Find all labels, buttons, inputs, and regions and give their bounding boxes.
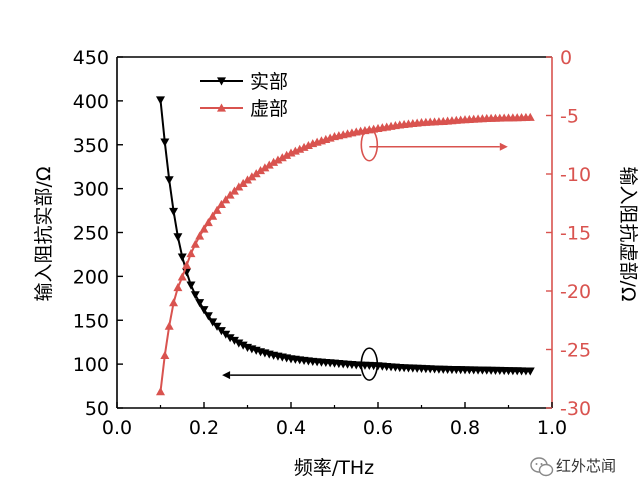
series-0-point — [195, 299, 205, 308]
series-0-point — [234, 339, 244, 348]
x-tick-label: 0.4 — [276, 417, 306, 439]
series-0-point — [212, 322, 222, 331]
series-1-point — [273, 155, 283, 164]
series-1-point — [164, 321, 174, 330]
series-1-point — [156, 387, 165, 396]
series-0-point — [203, 312, 213, 321]
annotation-arrowhead-1 — [222, 371, 231, 380]
y-left-tick-label: 450 — [73, 47, 109, 69]
series-0-point — [164, 176, 174, 185]
series-1-point — [243, 175, 252, 184]
y-left-tick-label: 350 — [73, 135, 109, 157]
y-right-tick-label: -25 — [560, 340, 591, 362]
series-1-point — [216, 199, 226, 209]
series-1-point — [525, 112, 535, 121]
series-0-point — [208, 318, 218, 327]
series-1-point — [182, 260, 192, 269]
series-1-point — [199, 224, 209, 233]
series-1-point — [186, 249, 196, 258]
series-1-point — [229, 186, 239, 195]
series-1-point — [195, 231, 205, 240]
x-tick-label: 0.8 — [450, 417, 480, 439]
watermark-text: 红外芯闻 — [556, 457, 616, 475]
y-right-tick-label: -10 — [560, 164, 591, 186]
series-1-point — [282, 150, 292, 159]
series-line-1 — [159, 116, 531, 392]
series-1-point — [238, 178, 248, 187]
wechat-icon — [530, 457, 554, 477]
series-1-point — [208, 211, 218, 220]
x-tick-label: 0.0 — [102, 417, 132, 439]
y-right-tick-label: -5 — [560, 106, 579, 128]
series-0-point — [525, 367, 535, 376]
y-left-tick-label: 100 — [73, 354, 109, 376]
series-0-point — [169, 207, 179, 216]
series-1-point — [269, 157, 279, 166]
series-0-point — [221, 330, 231, 339]
series-1-point — [225, 190, 235, 199]
series-1-point — [256, 165, 266, 175]
series-0-point — [186, 281, 196, 290]
annotation-layer — [222, 127, 508, 381]
y-right-axis-title: 输入阻抗虚部/Ω — [617, 167, 639, 302]
y-left-tick-label: 250 — [73, 223, 109, 245]
series-1-point — [234, 182, 244, 191]
legend-marker-1 — [217, 103, 226, 112]
series-0-point — [160, 138, 170, 147]
series-0-point — [238, 341, 248, 350]
legend-label-1: 虚部 — [250, 98, 288, 120]
y-right-tick-label: -30 — [560, 398, 591, 420]
y-right-tick-label: -20 — [560, 281, 591, 303]
y-left-tick-label: 200 — [73, 266, 109, 288]
series-1-point — [212, 205, 222, 214]
annotation-ellipse-1 — [360, 347, 379, 381]
x-tick-label: 0.2 — [189, 417, 219, 439]
annotation-ellipse-0 — [360, 127, 379, 162]
series-1-point — [173, 282, 183, 292]
legend-label-0: 实部 — [250, 71, 288, 93]
series-0-point — [177, 253, 187, 262]
series-0-point — [173, 233, 183, 242]
watermark: 红外芯闻 — [530, 457, 616, 477]
series-0-point — [225, 334, 235, 343]
series-1-point — [203, 218, 213, 227]
series-1-point — [160, 350, 170, 359]
annotation-arrowhead-0 — [499, 142, 508, 151]
y-left-tick-label: 300 — [73, 179, 109, 201]
series-1-point — [177, 272, 187, 281]
legend-marker-0 — [217, 77, 226, 86]
series-1-point — [251, 169, 261, 178]
series-1-point — [169, 298, 179, 307]
series-0-point — [216, 327, 226, 336]
series-0-point — [199, 306, 209, 315]
x-tick-label: 1.0 — [537, 417, 567, 439]
y-left-tick-label: 150 — [73, 310, 109, 332]
series-1-point — [190, 239, 200, 248]
y-left-axis-title: 输入阻抗实部/Ω — [33, 167, 55, 302]
series-layer — [156, 96, 535, 396]
series-0-point — [229, 336, 239, 345]
axes-layer: 0.0 0.2 0.4 0.6 0.8 1.0 50 100 150 200 250 300 350 40… — [73, 47, 591, 439]
y-right-tick-label: 0 — [560, 47, 572, 69]
series-0-point — [190, 291, 200, 300]
series-1-point — [277, 153, 287, 162]
y-left-tick-label: 400 — [73, 91, 109, 113]
series-1-point — [221, 195, 231, 204]
series-0-point — [156, 96, 165, 105]
series-1-point — [247, 172, 257, 181]
series-line-0 — [159, 99, 531, 373]
x-axis-title: 频率/THz — [294, 457, 374, 479]
y-left-tick-label: 50 — [85, 398, 109, 420]
series-1-point — [264, 160, 274, 169]
y-right-tick-label: -15 — [560, 223, 591, 245]
x-tick-label: 0.6 — [363, 417, 393, 439]
series-1-point — [260, 163, 270, 172]
